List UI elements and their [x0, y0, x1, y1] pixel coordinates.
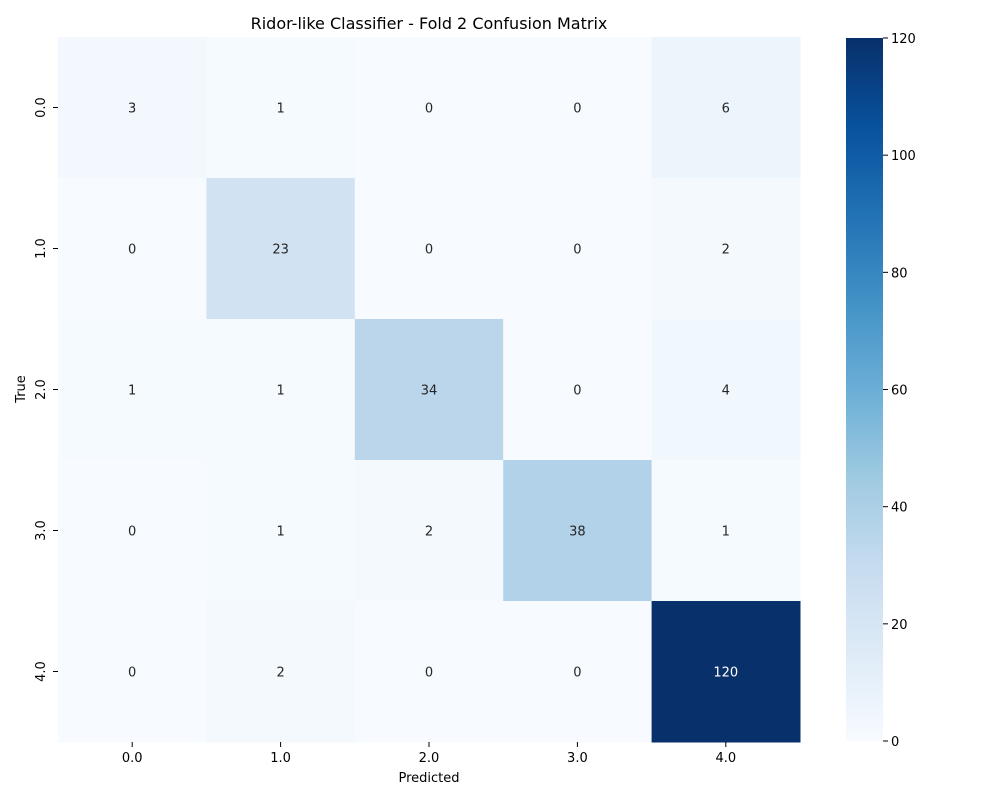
heatmap-cell [206, 37, 356, 179]
cell-value-label: 0 [573, 243, 581, 258]
x-tick-label: 2.0 [419, 751, 440, 766]
cell-value-label: 0 [573, 666, 581, 681]
heatmap-cell [503, 601, 653, 743]
cell-value-label: 1 [722, 525, 730, 540]
cell-value-label: 34 [421, 384, 438, 399]
heatmap-cell [58, 178, 207, 320]
heatmap-cell [651, 460, 801, 602]
cell-value-label: 0 [128, 243, 136, 258]
heatmap-axes: 0.0 1.0 2.0 3.0 4.0 0.0 1.0 2.0 3.0 4.0 [34, 97, 736, 766]
cell-value-label: 6 [722, 102, 730, 117]
heatmap-annotations: 3 1 0 0 6 0 23 0 0 2 1 1 34 0 4 0 1 2 38 1 0 2 0 0 120 [128, 102, 738, 681]
heatmap-cell [354, 37, 504, 179]
heatmap-cell [58, 319, 207, 461]
heatmap-cell [503, 37, 653, 179]
x-tick-label: 4.0 [715, 751, 736, 766]
cell-value-label: 3 [128, 102, 136, 117]
x-tick-label: 0.0 [122, 751, 143, 766]
colorbar [846, 38, 883, 741]
x-tick-label: 1.0 [270, 751, 291, 766]
cell-value-label: 1 [276, 525, 284, 540]
y-tick-label: 3.0 [34, 520, 49, 541]
x-axis-label: Predicted [398, 771, 459, 786]
y-tick-label: 2.0 [34, 379, 49, 400]
cell-value-label: 0 [573, 384, 581, 399]
heatmap-cells [58, 37, 801, 743]
colorbar-tick-label: 80 [891, 266, 908, 281]
cell-value-label: 0 [128, 525, 136, 540]
x-tick-label: 3.0 [567, 751, 588, 766]
heatmap-cell [58, 460, 207, 602]
cell-value-label: 23 [272, 243, 289, 258]
heatmap-cell [503, 178, 653, 320]
cell-value-label: 120 [713, 666, 738, 681]
heatmap-cell [354, 460, 504, 602]
heatmap-cell [651, 319, 801, 461]
y-axis-label: True [14, 375, 29, 404]
y-tick-label: 1.0 [34, 238, 49, 259]
cell-value-label: 0 [128, 666, 136, 681]
heatmap-cell [651, 37, 801, 179]
heatmap-cell [503, 460, 653, 602]
cell-value-label: 1 [128, 384, 136, 399]
heatmap-cell [651, 178, 801, 320]
heatmap-cell [354, 319, 504, 461]
heatmap-cell [206, 601, 356, 743]
cell-value-label: 0 [573, 102, 581, 117]
colorbar-tick-label: 20 [891, 618, 908, 633]
cell-value-label: 0 [425, 102, 433, 117]
cell-value-label: 1 [276, 102, 284, 117]
heatmap-cell [58, 37, 207, 179]
chart-title: Ridor-like Classifier - Fold 2 Confusion… [251, 14, 608, 33]
cell-value-label: 2 [276, 666, 284, 681]
colorbar-tick-label: 100 [891, 149, 916, 164]
colorbar-tick-label: 120 [891, 32, 916, 47]
heatmap-cell [206, 460, 356, 602]
colorbar-tick-label: 60 [891, 384, 908, 399]
cell-value-label: 1 [276, 384, 284, 399]
heatmap-cell [58, 601, 207, 743]
heatmap-cell [651, 601, 801, 743]
heatmap-cell [206, 178, 356, 320]
cell-value-label: 4 [722, 384, 730, 399]
cell-value-label: 38 [569, 525, 586, 540]
heatmap-cell [354, 178, 504, 320]
heatmap-cell [354, 601, 504, 743]
cell-value-label: 2 [425, 525, 433, 540]
y-tick-label: 4.0 [34, 661, 49, 682]
y-tick-label: 0.0 [34, 97, 49, 118]
cell-value-label: 2 [722, 243, 730, 258]
heatmap-cell [503, 319, 653, 461]
colorbar-axis: 0 20 40 60 80 100 120 [883, 32, 916, 750]
colorbar-tick-label: 0 [891, 735, 899, 750]
colorbar-tick-label: 40 [891, 501, 908, 516]
heatmap-cell [206, 319, 356, 461]
cell-value-label: 0 [425, 666, 433, 681]
cell-value-label: 0 [425, 243, 433, 258]
